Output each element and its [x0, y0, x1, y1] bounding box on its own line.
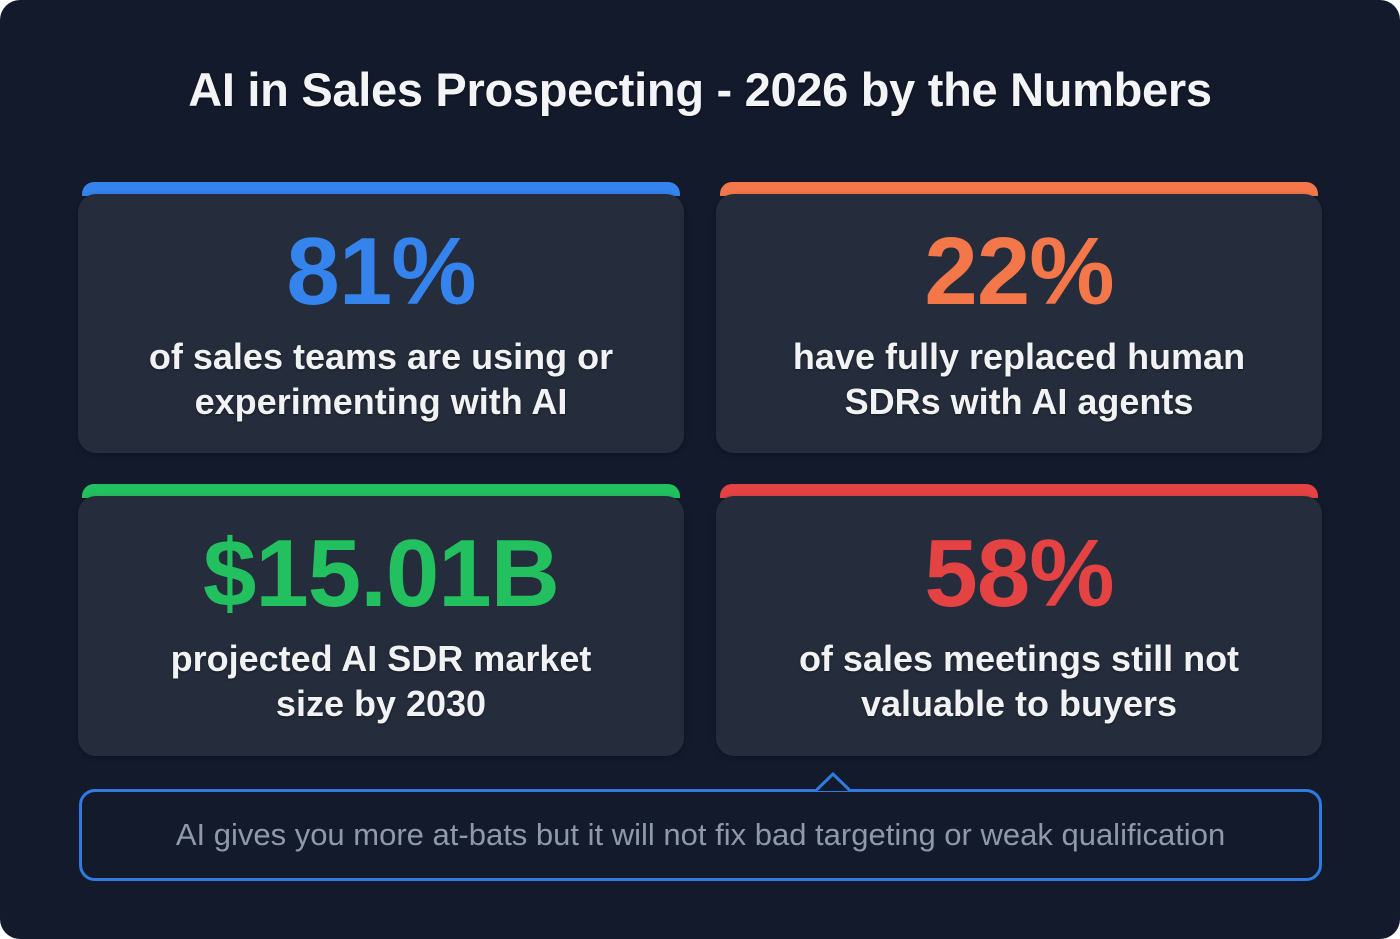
stat-card-body: 22% have fully replaced human SDRs with …: [716, 194, 1322, 453]
stat-description-line: SDRs with AI agents: [844, 381, 1194, 422]
stat-value: $15.01B: [203, 520, 560, 627]
accent-bar-green: [82, 484, 680, 498]
stat-description: of sales meetings still not valuable to …: [736, 636, 1302, 726]
stat-card-replaced-sdrs: 22% have fully replaced human SDRs with …: [716, 182, 1322, 453]
accent-bar-orange: [720, 182, 1318, 196]
stat-value: 81%: [286, 218, 476, 325]
stat-description: projected AI SDR market size by 2030: [98, 636, 664, 726]
stat-card-body: 81% of sales teams are using or experime…: [78, 194, 684, 453]
stat-description-line: have fully replaced human: [792, 336, 1246, 377]
stat-description-line: valuable to buyers: [860, 683, 1178, 724]
stat-description-line: size by 2030: [275, 683, 487, 724]
page-title: AI in Sales Prospecting - 2026 by the Nu…: [188, 63, 1212, 116]
stat-value: 58%: [924, 520, 1114, 627]
stat-card-teams-using-ai: 81% of sales teams are using or experime…: [78, 182, 684, 453]
stat-description: of sales teams are using or experimentin…: [98, 334, 664, 424]
stat-description-line: of sales meetings still not: [798, 638, 1240, 679]
callout-box: AI gives you more at-bats but it will no…: [79, 789, 1322, 881]
callout-pointer-icon: [816, 772, 850, 792]
stat-card-body: $15.01B projected AI SDR market size by …: [78, 496, 684, 756]
stat-description: have fully replaced human SDRs with AI a…: [736, 334, 1302, 424]
stat-card-body: 58% of sales meetings still not valuable…: [716, 496, 1322, 756]
callout-text: AI gives you more at-bats but it will no…: [175, 817, 1226, 852]
stat-description-line: of sales teams are using or: [148, 336, 614, 377]
stat-card-meetings-not-valuable: 58% of sales meetings still not valuable…: [716, 484, 1322, 756]
accent-bar-blue: [82, 182, 680, 196]
stat-description-line: experimenting with AI: [194, 381, 568, 422]
stat-card-market-size: $15.01B projected AI SDR market size by …: [78, 484, 684, 756]
stat-description-line: projected AI SDR market: [170, 638, 592, 679]
accent-bar-red: [720, 484, 1318, 498]
stat-value: 22%: [924, 218, 1114, 325]
